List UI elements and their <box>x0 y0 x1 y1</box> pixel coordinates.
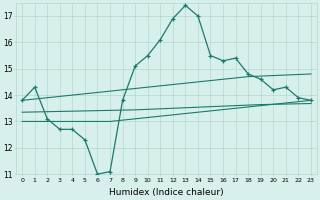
X-axis label: Humidex (Indice chaleur): Humidex (Indice chaleur) <box>109 188 224 197</box>
